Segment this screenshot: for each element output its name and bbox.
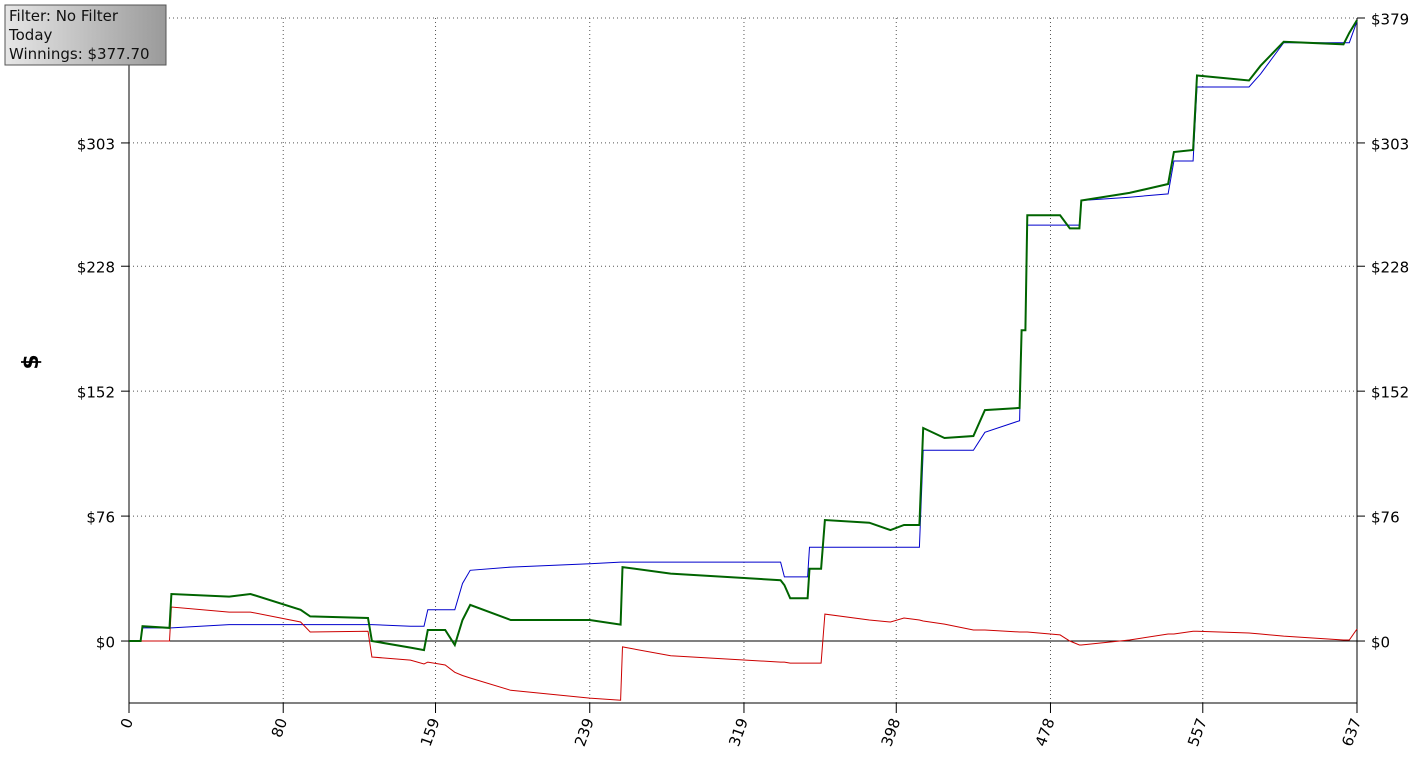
y-tick-label: $76: [86, 509, 115, 527]
x-tick-label: 319: [725, 716, 752, 749]
y-tick-label: $379: [1371, 11, 1409, 29]
x-tick-label: 478: [1032, 716, 1059, 749]
plot-area: $0$0$76$76$152$152$228$228$303$303$379$3…: [77, 11, 1409, 749]
y-tick-label: $228: [77, 259, 115, 277]
info-box: Filter: No Filter Today Winnings: $377.7…: [4, 4, 167, 66]
info-line: Today: [8, 26, 53, 44]
info-line: Filter: No Filter: [9, 7, 119, 25]
y-tick-label: $152: [1371, 384, 1409, 402]
y-tick-label: $0: [1371, 634, 1390, 652]
info-line: Winnings: $377.70: [9, 45, 150, 63]
x-tick-label: 80: [268, 716, 291, 740]
y-tick-label: $76: [1371, 509, 1400, 527]
y-tick-label: $228: [1371, 259, 1409, 277]
x-tick-label: 239: [571, 716, 598, 749]
x-tick-label: 557: [1184, 716, 1211, 749]
series-line: [129, 606, 1358, 701]
info-box-bg: [4, 4, 167, 66]
y-tick-label: $303: [1371, 135, 1409, 153]
x-tick-label: 398: [878, 716, 905, 749]
series-line: [129, 21, 1358, 642]
y-axis-label: $: [19, 354, 44, 369]
series-line: [129, 19, 1358, 652]
y-tick-label: $303: [77, 135, 115, 153]
x-tick-label: 637: [1338, 716, 1365, 749]
x-tick-label: 159: [417, 716, 444, 749]
y-tick-label: $152: [77, 384, 115, 402]
y-tick-label: $0: [96, 634, 115, 652]
x-tick-label: 0: [117, 716, 137, 731]
